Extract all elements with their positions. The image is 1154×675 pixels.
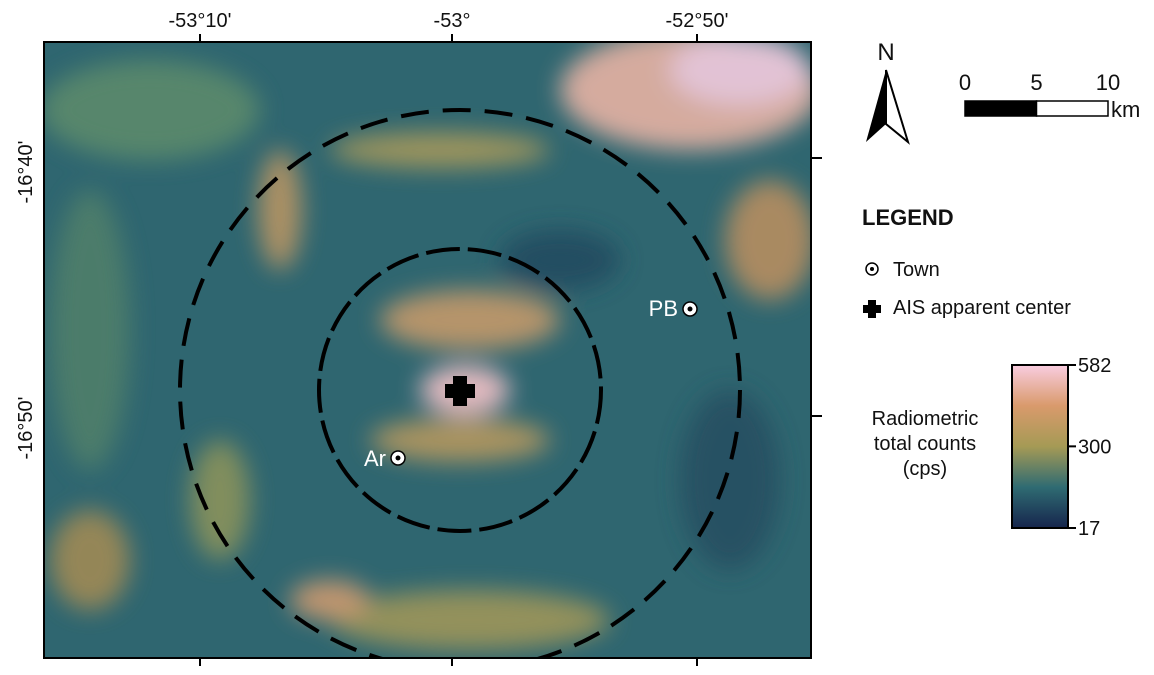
page: -53°10' -53° -52°50' -16°40' -16°50' PB … <box>0 0 1154 670</box>
legend-item: Town <box>893 259 940 281</box>
colorbar-title: total counts <box>874 433 976 455</box>
colorbar-tick-label: 582 <box>1078 355 1111 377</box>
colorbar-title: Radiometric <box>872 408 979 430</box>
legend-town-icon <box>866 263 878 275</box>
latitude-label: -16°50' <box>15 397 37 460</box>
legend-item: AIS apparent center <box>893 297 1071 319</box>
longitude-label: -53° <box>434 10 471 32</box>
legend-cross-icon <box>863 300 881 318</box>
town-marker <box>391 451 405 465</box>
colorbar-tick-label: 17 <box>1078 518 1100 540</box>
town-marker <box>683 302 697 316</box>
scale-label: 0 <box>959 70 971 95</box>
scale-segment <box>1037 101 1109 116</box>
scale-label: 10 <box>1096 70 1120 95</box>
scale-unit: km <box>1111 97 1140 122</box>
town-label: Ar <box>364 446 386 471</box>
colorbar-tick-label: 300 <box>1078 436 1111 458</box>
north-label: N <box>877 39 894 66</box>
colorbar-title: (cps) <box>903 458 947 480</box>
raster <box>40 30 820 670</box>
legend-title: LEGEND <box>862 205 954 230</box>
scale-label: 5 <box>1030 70 1042 95</box>
colorbar-ticks: 582 300 17 <box>1068 355 1111 540</box>
latitude-label: -16°40' <box>15 141 37 204</box>
town-label: PB <box>649 296 678 321</box>
scale-segment <box>965 101 1037 116</box>
longitude-label: -53°10' <box>169 10 232 32</box>
colorbar <box>1012 365 1068 528</box>
north-arrow <box>866 70 908 142</box>
longitude-label: -52°50' <box>666 10 729 32</box>
